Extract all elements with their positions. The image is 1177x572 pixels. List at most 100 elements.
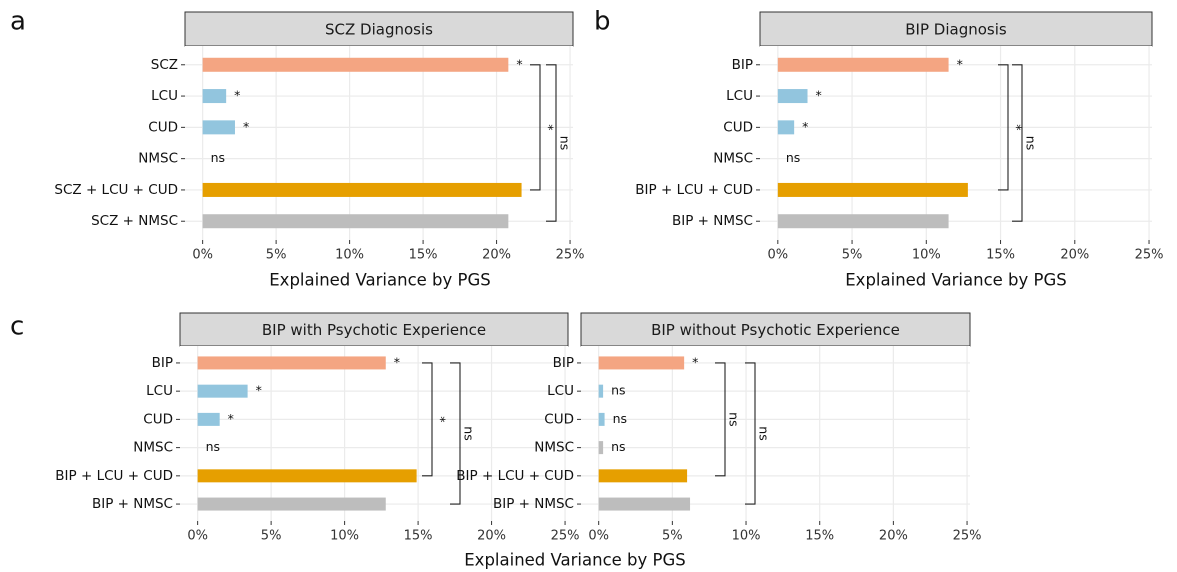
panel-letter: c (10, 312, 24, 342)
strip-title: BIP Diagnosis (905, 21, 1007, 39)
bar (598, 384, 604, 398)
category-label: NMSC (713, 151, 753, 167)
category-label: NMSC (138, 151, 178, 167)
strip-background (759, 11, 1153, 47)
x-tick-label: 0% (192, 248, 213, 263)
x-tick-label: 20% (1060, 248, 1089, 263)
category-label: BIP + NMSC (493, 496, 574, 512)
category-label: BIP + NMSC (92, 496, 173, 512)
significance-label: * (234, 88, 240, 103)
bracket-label: ns (558, 136, 573, 150)
x-tick-label: 5% (266, 248, 287, 263)
bar (598, 412, 605, 426)
x-tick-label: 15% (986, 248, 1015, 263)
category-label: BIP (553, 355, 574, 371)
significance-label: * (692, 354, 698, 369)
x-tick-label: 5% (261, 529, 282, 544)
x-tick-label: 5% (842, 248, 863, 263)
significance-label: ns (206, 439, 220, 454)
x-tick-label: 10% (732, 529, 761, 544)
significance-label: * (256, 383, 262, 398)
panel-background (581, 346, 970, 521)
comparison-bracket (1012, 64, 1023, 222)
bracket-label: ns (757, 426, 772, 440)
x-axis-label: Explained Variance by PGS (464, 551, 686, 570)
category-label: BIP + LCU + CUD (635, 182, 753, 198)
comparison-bracket (530, 64, 541, 191)
significance-label: ns (611, 383, 625, 398)
significance-label: * (394, 354, 400, 369)
x-tick-label: 0% (768, 248, 789, 263)
bar (598, 441, 604, 455)
x-tick-label: 0% (588, 529, 609, 544)
x-tick-label: 20% (477, 529, 506, 544)
strip-background (184, 11, 574, 47)
panel-background (180, 346, 568, 521)
significance-label: * (816, 88, 822, 103)
x-tick-label: 25% (551, 529, 580, 544)
significance-label: ns (786, 150, 800, 165)
bar (202, 120, 235, 135)
significance-label: * (802, 119, 808, 134)
x-tick-label: 15% (404, 529, 433, 544)
bar (777, 57, 949, 72)
panel-letter: a (10, 7, 26, 37)
significance-label: * (243, 119, 249, 134)
category-label: BIP + NMSC (672, 213, 753, 229)
bar (777, 120, 795, 135)
category-label: BIP + LCU + CUD (456, 468, 574, 484)
strip-title: SCZ Diagnosis (325, 21, 433, 39)
category-label: LCU (151, 88, 178, 104)
bar (777, 182, 968, 197)
x-tick-label: 0% (187, 529, 208, 544)
category-label: CUD (148, 119, 178, 135)
comparison-bracket (450, 362, 461, 505)
bracket-label: ns (727, 412, 742, 426)
comparison-bracket (715, 362, 726, 477)
bar (202, 57, 509, 72)
significance-label: * (516, 56, 522, 71)
category-label: SCZ + LCU + CUD (54, 182, 178, 198)
bar (197, 384, 248, 398)
x-tick-label: 15% (409, 248, 438, 263)
bar (197, 412, 220, 426)
bar (197, 469, 417, 483)
significance-label: ns (613, 411, 627, 426)
bar (202, 214, 509, 229)
strip-title: BIP with Psychotic Experience (262, 321, 486, 339)
significance-label: * (228, 411, 234, 426)
x-axis-label: Explained Variance by PGS (845, 271, 1067, 290)
bar (197, 356, 386, 370)
x-tick-label: 5% (662, 529, 683, 544)
bracket-label: * (1010, 124, 1025, 130)
comparison-bracket (422, 362, 433, 477)
x-tick-label: 25% (556, 248, 585, 263)
category-label: NMSC (133, 440, 173, 456)
significance-label: ns (211, 150, 225, 165)
category-label: BIP (732, 57, 753, 73)
bracket-label: ns (1024, 136, 1039, 150)
bracket-label: ns (462, 426, 477, 440)
bar (598, 497, 691, 511)
bar (197, 497, 386, 511)
panel-background (185, 46, 573, 240)
bar (202, 89, 227, 104)
x-tick-label: 25% (1135, 248, 1164, 263)
x-tick-label: 20% (482, 248, 511, 263)
significance-label: * (957, 56, 963, 71)
x-tick-label: 25% (953, 529, 982, 544)
bracket-label: * (434, 416, 449, 422)
x-tick-label: 10% (912, 248, 941, 263)
x-axis-label: Explained Variance by PGS (269, 271, 491, 290)
bar (202, 182, 522, 197)
category-label: CUD (723, 119, 753, 135)
strip-background (580, 312, 971, 347)
bar (598, 469, 688, 483)
x-tick-label: 10% (330, 529, 359, 544)
bar (777, 89, 808, 104)
x-tick-label: 15% (805, 529, 834, 544)
category-label: CUD (143, 411, 173, 427)
comparison-bracket (546, 64, 557, 222)
bracket-label: * (542, 124, 557, 130)
